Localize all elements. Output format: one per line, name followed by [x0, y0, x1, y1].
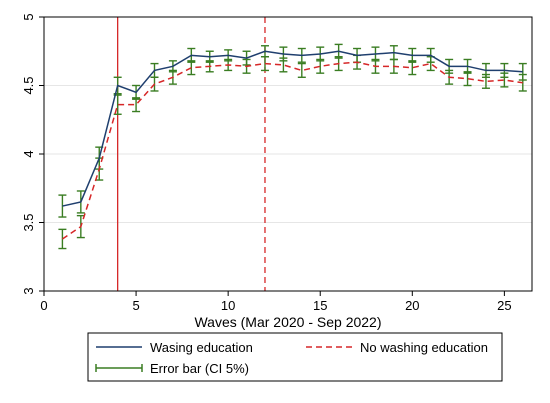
axes — [39, 16, 533, 296]
x-tick-label: 15 — [313, 298, 327, 313]
legend-label: No washing education — [360, 340, 488, 355]
series-lines — [61, 50, 523, 240]
x-tick-label: 0 — [40, 298, 47, 313]
y-tick-label: 3 — [21, 287, 36, 294]
legend-label: Wasing education — [150, 340, 253, 355]
y-tick-label: 4 — [21, 150, 36, 157]
series-line — [62, 50, 523, 207]
series-line — [61, 61, 523, 240]
y-tick-label: 4.5 — [21, 76, 36, 94]
tick-labels: 0 5 10 15 20 25 3 3.5 4 4.5 5 — [21, 13, 512, 313]
y-tick-label: 5 — [21, 13, 36, 20]
legend-box — [87, 332, 503, 382]
x-axis-label: Waves (Mar 2020 - Sep 2022) — [194, 314, 381, 330]
legend-label: Error bar (CI 5%) — [150, 361, 249, 376]
x-tick-label: 20 — [405, 298, 419, 313]
x-tick-label: 10 — [221, 298, 235, 313]
x-tick-label: 25 — [497, 298, 511, 313]
y-tick-label: 3.5 — [21, 213, 36, 231]
legend: Wasing education No washing education Erro… — [87, 332, 503, 382]
x-tick-label: 5 — [132, 298, 139, 313]
